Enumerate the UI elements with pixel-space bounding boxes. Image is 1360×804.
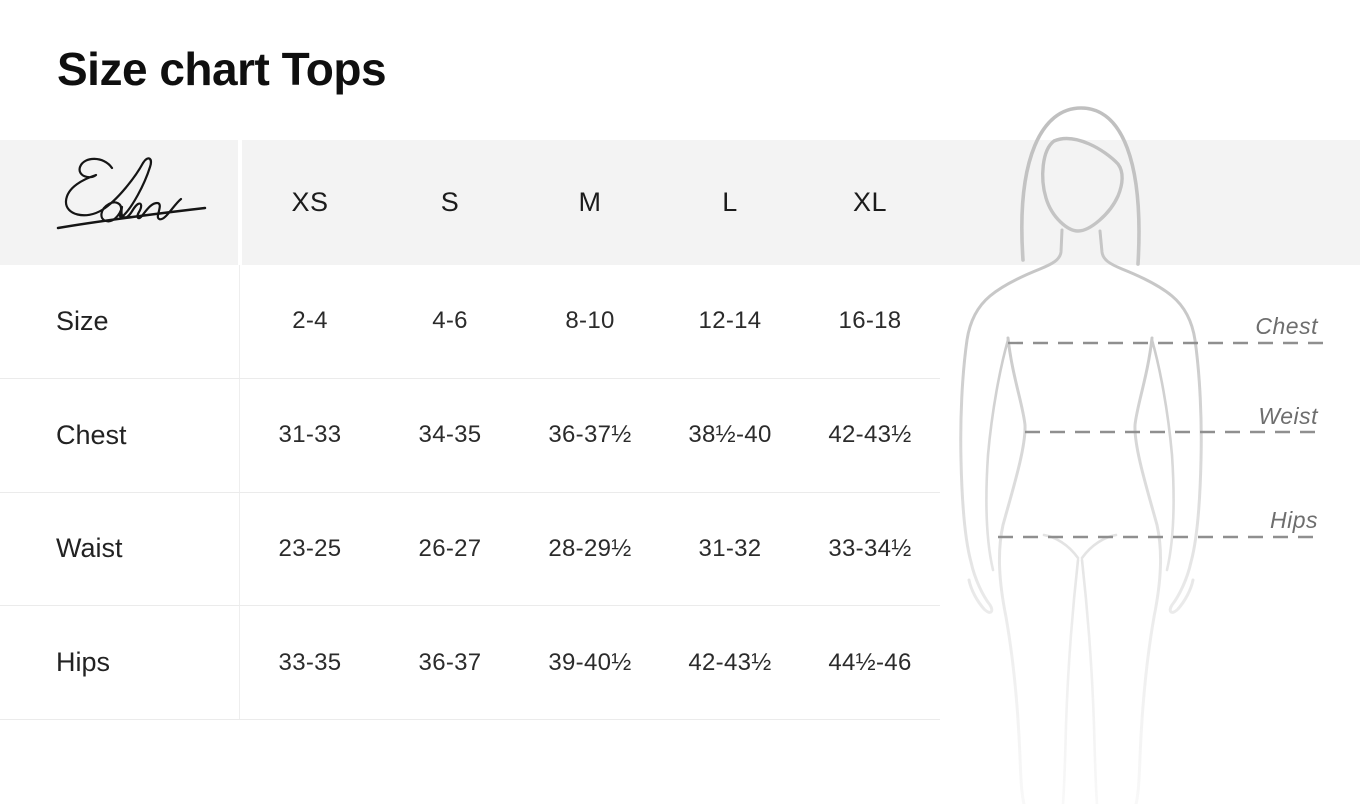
cell-waist-l: 31-32 (698, 534, 762, 562)
cell-chest-m: 36-37½ (548, 421, 632, 449)
table-row-waist: Waist 23-25 26-27 28-29½ 31-32 33-34½ (0, 492, 940, 607)
table-header-band (0, 140, 1360, 265)
cell-chest-xl: 42-43½ (828, 421, 912, 449)
body-silhouette-illustration (959, 106, 1323, 804)
table-row-size: Size 2-4 4-6 8-10 12-14 16-18 (0, 265, 940, 379)
pelvis-right-line (1080, 533, 1118, 560)
hair-outline (1020, 106, 1141, 266)
row-label-waist: Waist (0, 492, 240, 606)
right-torso-leg-outline (1133, 336, 1163, 804)
cell-hips-m: 39-40½ (548, 648, 632, 676)
left-inner-arm (985, 338, 1010, 572)
cell-hips-xs: 33-35 (278, 648, 342, 676)
column-header-xl: XL (852, 187, 888, 217)
right-inner-arm (1150, 338, 1175, 572)
cell-hips-xl: 44½-46 (828, 648, 912, 676)
column-header-s: S (440, 187, 460, 217)
cell-waist-m: 28-29½ (548, 534, 632, 562)
table-row-hips: Hips 33-35 36-37 39-40½ 42-43½ 44½-46 (0, 606, 940, 720)
cell-size-xl: 16-18 (838, 307, 902, 335)
column-header-l: L (722, 187, 738, 217)
right-arm-outline (1098, 229, 1203, 614)
measurement-label-weist: Weist (1258, 403, 1318, 429)
cell-size-m: 8-10 (565, 307, 615, 335)
table-row-chest: Chest 31-33 34-35 36-37½ 38½-40 42-43½ (0, 378, 940, 493)
right-inner-leg (1080, 558, 1099, 804)
row-label-hips: Hips (0, 606, 240, 719)
cell-chest-l: 38½-40 (688, 421, 772, 449)
size-table-body: Size 2-4 4-6 8-10 12-14 16-18 Chest 31-3… (0, 265, 940, 720)
cell-size-s: 4-6 (432, 307, 468, 335)
face-outline (1041, 136, 1124, 233)
cell-waist-xl: 33-34½ (828, 534, 912, 562)
cell-hips-l: 42-43½ (688, 648, 772, 676)
cell-size-xs: 2-4 (292, 307, 328, 335)
cell-chest-s: 34-35 (418, 421, 482, 449)
brand-logo-signature-icon (56, 157, 207, 230)
header-band-divider (238, 140, 242, 265)
measurement-label-hips: Hips (1269, 507, 1318, 533)
size-column-headers: XS S M L XL (240, 140, 940, 265)
row-label-chest: Chest (0, 378, 240, 492)
cell-waist-s: 26-27 (418, 534, 482, 562)
measurement-label-chest: Chest (1255, 313, 1318, 339)
left-torso-leg-outline (997, 336, 1027, 804)
cell-size-l: 12-14 (698, 307, 762, 335)
cell-waist-xs: 23-25 (278, 534, 342, 562)
row-label-size: Size (0, 265, 240, 378)
cell-chest-xs: 31-33 (278, 421, 342, 449)
pelvis-left-line (1042, 533, 1080, 560)
column-header-xs: XS (291, 187, 329, 217)
page-title: Size chart Tops (57, 43, 387, 95)
cell-hips-s: 36-37 (418, 648, 482, 676)
column-header-m: M (578, 187, 602, 217)
left-arm-outline (959, 228, 1064, 614)
left-inner-leg (1061, 558, 1080, 804)
